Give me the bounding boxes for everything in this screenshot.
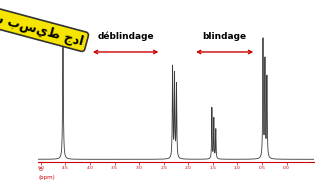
- Text: déblindage: déblindage: [97, 32, 154, 41]
- Text: δ: δ: [38, 167, 42, 172]
- Text: blindage: blindage: [203, 32, 247, 41]
- Text: (ppm): (ppm): [38, 176, 55, 180]
- Text: درس بسيط جدا: درس بسيط جدا: [0, 6, 85, 48]
